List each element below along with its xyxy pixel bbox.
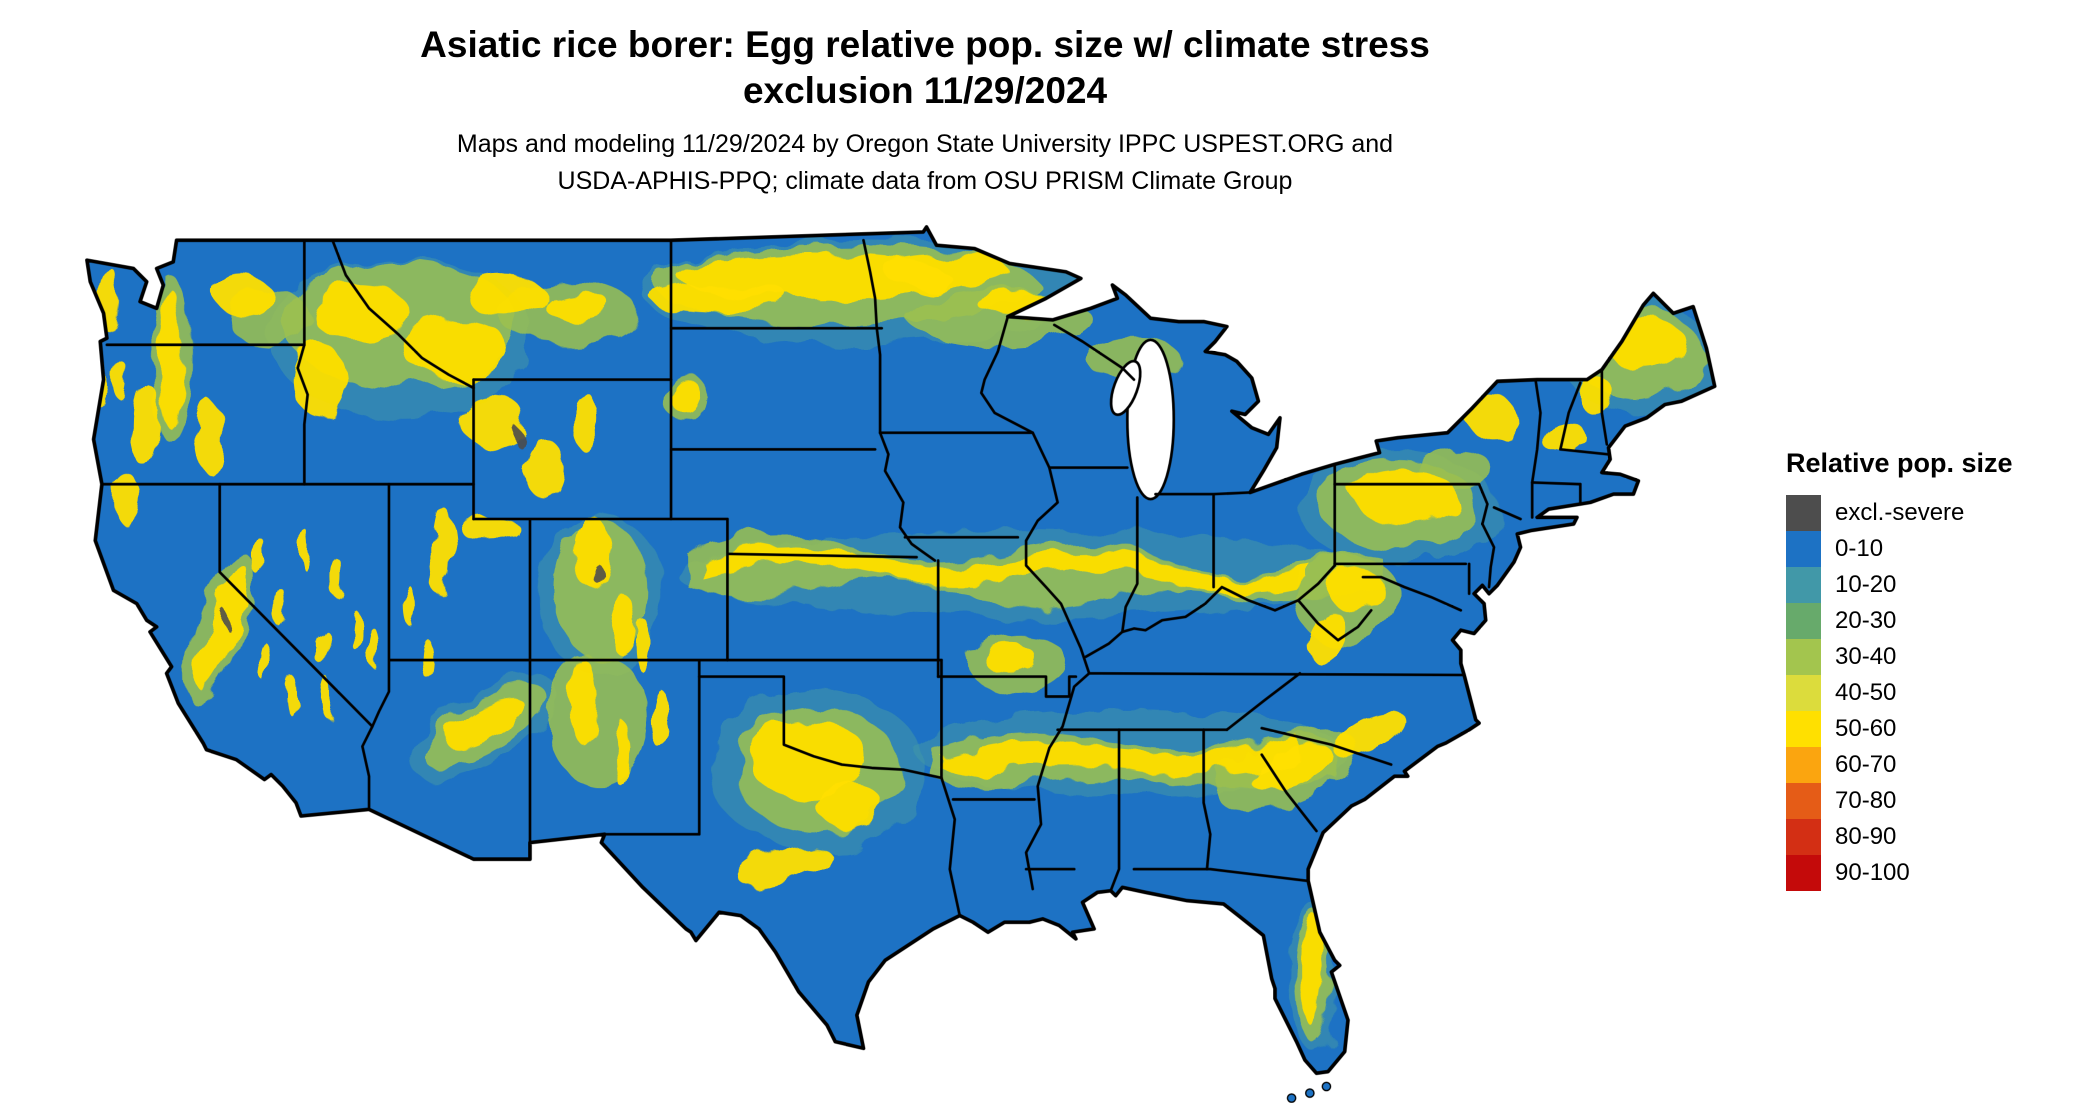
- credits-line-2: USDA-APHIS-PPQ; climate data from OSU PR…: [557, 167, 1293, 195]
- legend-item: excl.-severe: [1786, 495, 2086, 531]
- legend-item: 40-50: [1786, 675, 2086, 711]
- legend-item: 30-40: [1786, 639, 2086, 675]
- legend-item: 50-60: [1786, 711, 2086, 747]
- florida-keys: [1286, 1081, 1332, 1103]
- legend-label: 20-30: [1835, 607, 1897, 634]
- legend-label: 40-50: [1835, 679, 1897, 706]
- us-map: [70, 222, 1730, 1116]
- map-credits: Maps and modeling 11/29/2024 by Oregon S…: [0, 126, 1850, 200]
- legend-item: 70-80: [1786, 783, 2086, 819]
- legend-label: 80-90: [1835, 823, 1897, 850]
- legend-swatch: [1786, 747, 1821, 783]
- legend-label: 60-70: [1835, 751, 1897, 778]
- legend-label: 70-80: [1835, 787, 1897, 814]
- legend-swatch: [1786, 639, 1821, 675]
- legend-swatch: [1786, 675, 1821, 711]
- legend-swatch: [1786, 819, 1821, 855]
- legend: Relative pop. size excl.-severe 0-10 10-20…: [1786, 448, 2086, 891]
- legend-swatch: [1786, 783, 1821, 819]
- legend-swatch: [1786, 603, 1821, 639]
- legend-item: 80-90: [1786, 819, 2086, 855]
- legend-swatch: [1786, 855, 1821, 891]
- legend-label: excl.-severe: [1835, 499, 1965, 526]
- legend-items: excl.-severe 0-10 10-20 20-30 30-40 40-50 50-6…: [1786, 495, 2086, 891]
- legend-swatch: [1786, 531, 1821, 567]
- legend-swatch: [1786, 567, 1821, 603]
- state-borders: [100, 238, 1610, 917]
- title-line-1: Asiatic rice borer: Egg relative pop. si…: [420, 24, 1430, 65]
- us-map-svg: [85, 225, 1717, 1103]
- legend-swatch: [1786, 495, 1821, 531]
- great-lakes: [1109, 338, 1176, 501]
- legend-item: 10-20: [1786, 567, 2086, 603]
- green-bay: [1109, 359, 1142, 417]
- legend-item: 0-10: [1786, 531, 2086, 567]
- legend-title: Relative pop. size: [1786, 448, 2013, 478]
- legend-label: 30-40: [1835, 643, 1897, 670]
- legend-item: 20-30: [1786, 603, 2086, 639]
- legend-item: 90-100: [1786, 855, 2086, 891]
- page-title: Asiatic rice borer: Egg relative pop. si…: [0, 22, 1850, 114]
- legend-label: 90-100: [1835, 859, 1910, 886]
- legend-swatch: [1786, 711, 1821, 747]
- legend-label: 0-10: [1835, 535, 1884, 562]
- legend-label: 10-20: [1835, 571, 1897, 598]
- credits-line-1: Maps and modeling 11/29/2024 by Oregon S…: [456, 130, 1394, 158]
- legend-label: 50-60: [1835, 715, 1897, 742]
- title-line-2: exclusion 11/29/2024: [742, 70, 1108, 111]
- legend-item: 60-70: [1786, 747, 2086, 783]
